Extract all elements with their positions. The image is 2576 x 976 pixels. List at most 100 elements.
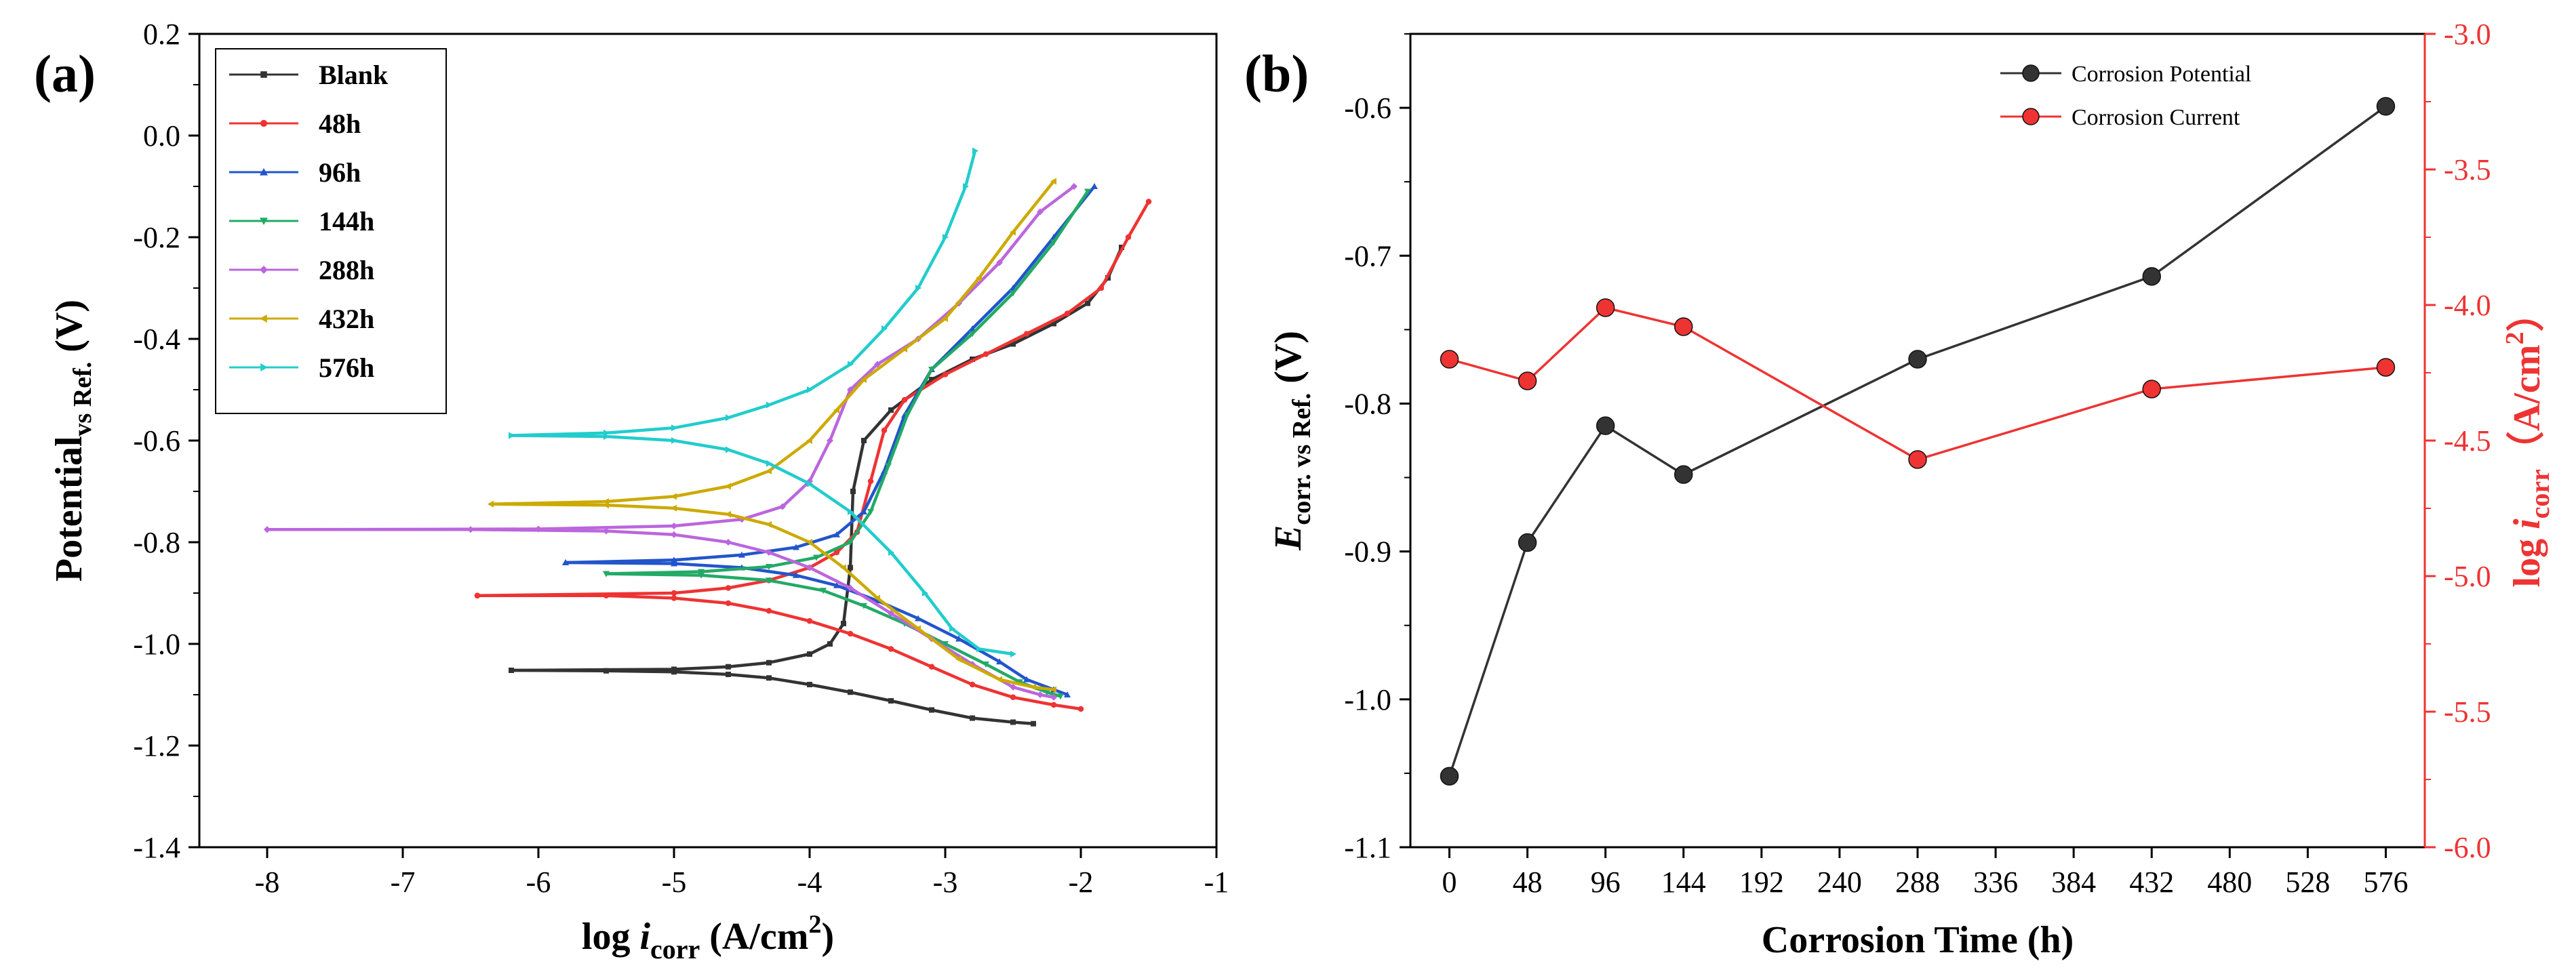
chart-b-data-point (2142, 267, 2161, 286)
chart-a-data-point (969, 325, 976, 331)
chart-a-data-point (793, 571, 799, 578)
chart-a-data-point (1031, 720, 1036, 727)
chart-a-data-point (1050, 686, 1056, 693)
chart-a-data-point (766, 521, 772, 528)
chart-a-data-point (1030, 683, 1036, 691)
chart-a-data-point (928, 367, 935, 373)
chart-a-data-point (725, 600, 732, 607)
chart-a-data-point (888, 407, 894, 413)
chart-a-data-point (603, 571, 610, 577)
chart-a-cathodic-branch (509, 434, 1015, 656)
chart-b-x-tick-label: 288 (1895, 866, 1940, 899)
chart-b-left-y-tick-label: -1.0 (1344, 683, 1391, 716)
chart-a-legend-marker (260, 71, 267, 78)
chart-a-data-point (1050, 702, 1057, 708)
chart-a-data-point (1064, 310, 1071, 317)
chart-b-right-y-tick-label: -5.5 (2444, 695, 2491, 729)
chart-a-x-tick-label: -7 (391, 866, 416, 899)
chart-a-data-point (972, 147, 978, 155)
chart-a-data-point (833, 582, 840, 588)
chart-a-legend: Blank 48h 96h 144h 288h 432h 576h (215, 48, 447, 414)
chart-a-series-group (264, 147, 1152, 727)
chart-a-data-point (848, 361, 854, 368)
chart-a-data-point (264, 526, 271, 533)
chart-a-data-point (996, 658, 1003, 665)
chart-a-series-blank (509, 245, 1124, 727)
chart-a-legend-label: Blank (319, 60, 389, 90)
chart-a-legend-marker (260, 363, 268, 371)
chart-b-series-group (1440, 97, 2396, 786)
chart-a-data-point (807, 682, 812, 687)
chart-a-legend-marker (260, 218, 268, 225)
chart-b-data-point (1440, 767, 1459, 786)
chart-a-data-point (726, 414, 732, 422)
chart-b-right-y-tick-label: -4.0 (2444, 289, 2491, 322)
chart-b-legend-entry: Corrosion Potential (2000, 62, 2251, 87)
chart-a-legend-label: 48h (319, 108, 361, 139)
chart-b-right-y-axis-label: log icorr（A/cm2） (2501, 294, 2555, 588)
chart-a-data-point (848, 689, 853, 695)
chart-a-data-point (725, 483, 731, 490)
chart-b-right-y-tick-label: -4.5 (2444, 424, 2491, 458)
chart-b-data-point (2376, 358, 2396, 377)
chart-a-data-point (841, 621, 846, 626)
chart-a-data-point (996, 259, 1003, 266)
chart-a-data-point (535, 525, 542, 533)
chart-a-y-tick-label: -0.4 (133, 323, 180, 356)
chart-a-data-point (901, 396, 908, 403)
chart-a-data-point (861, 438, 867, 443)
chart-b-x-tick-label: 0 (1442, 866, 1457, 899)
chart-a-data-point (1125, 234, 1132, 241)
chart-a-series-432h (488, 178, 1056, 693)
chart-a-y-tick-label: -0.6 (133, 424, 180, 458)
chart-a-data-point (827, 641, 833, 647)
chart-a-anodic-branch (509, 245, 1124, 672)
chart-a-data-point (867, 478, 874, 485)
chart-a-data-point (881, 325, 888, 332)
chart-a-legend-entry: 144h (229, 206, 374, 237)
chart-a-data-point (807, 651, 812, 657)
chart-a-data-point (969, 331, 976, 338)
chart-b-data-point (1908, 450, 1927, 469)
chart-a-data-point (955, 635, 962, 642)
chart-a-legend-label: 144h (319, 206, 374, 237)
chart-a-data-point (1145, 199, 1152, 205)
chart-a-data-point (766, 549, 772, 556)
chart-b-right-y-tick-label: -3.0 (2444, 18, 2491, 51)
chart-b-data-point (2376, 97, 2396, 116)
chart-a-data-point (1010, 651, 1016, 657)
chart-a-data-point (848, 565, 853, 571)
chart-a-data-point (806, 564, 813, 571)
chart-a-data-point (603, 498, 609, 505)
chart-a-data-point (874, 597, 881, 604)
chart-a-data-point (766, 401, 772, 409)
chart-a-data-point (860, 508, 867, 514)
chart-a-data-point (888, 646, 894, 652)
chart-a-data-point (969, 681, 976, 688)
chart-a-data-point (847, 540, 854, 546)
chart-a-data-point (671, 560, 677, 567)
chart-b-legend-label: Corrosion Current (2072, 105, 2240, 130)
chart-a-data-point (766, 608, 772, 614)
chart-a-data-point (955, 655, 962, 663)
chart-b: 0 48 96 144 192 240 288 336 384 432 480 528 576 -0.6 -… (1244, 18, 2555, 961)
chart-b-legend-entry: Corrosion Current (2000, 105, 2240, 130)
chart-a-data-point (807, 386, 813, 393)
chart-b-data-point (1908, 350, 1927, 369)
chart-a-data-point (983, 662, 989, 668)
chart-b-data-point (2142, 380, 2161, 399)
chart-b-x-tick-label: 432 (2129, 866, 2174, 899)
chart-a-data-point (766, 468, 772, 474)
chart-a-series-144h (603, 188, 1091, 700)
chart-a-data-point (766, 564, 772, 570)
chart-a-data-point (1010, 290, 1016, 297)
chart-b-right-y-tick-label: -5.0 (2444, 560, 2491, 593)
chart-a-series-48h (474, 199, 1152, 712)
chart-a-data-point (766, 577, 772, 584)
chart-a-data-point (509, 432, 515, 439)
chart-a-data-point (671, 437, 677, 444)
chart-a-data-point (881, 427, 888, 434)
chart-a-data-point (942, 641, 949, 647)
chart-a-data-point (671, 531, 677, 538)
chart-a-data-point (1064, 691, 1071, 697)
